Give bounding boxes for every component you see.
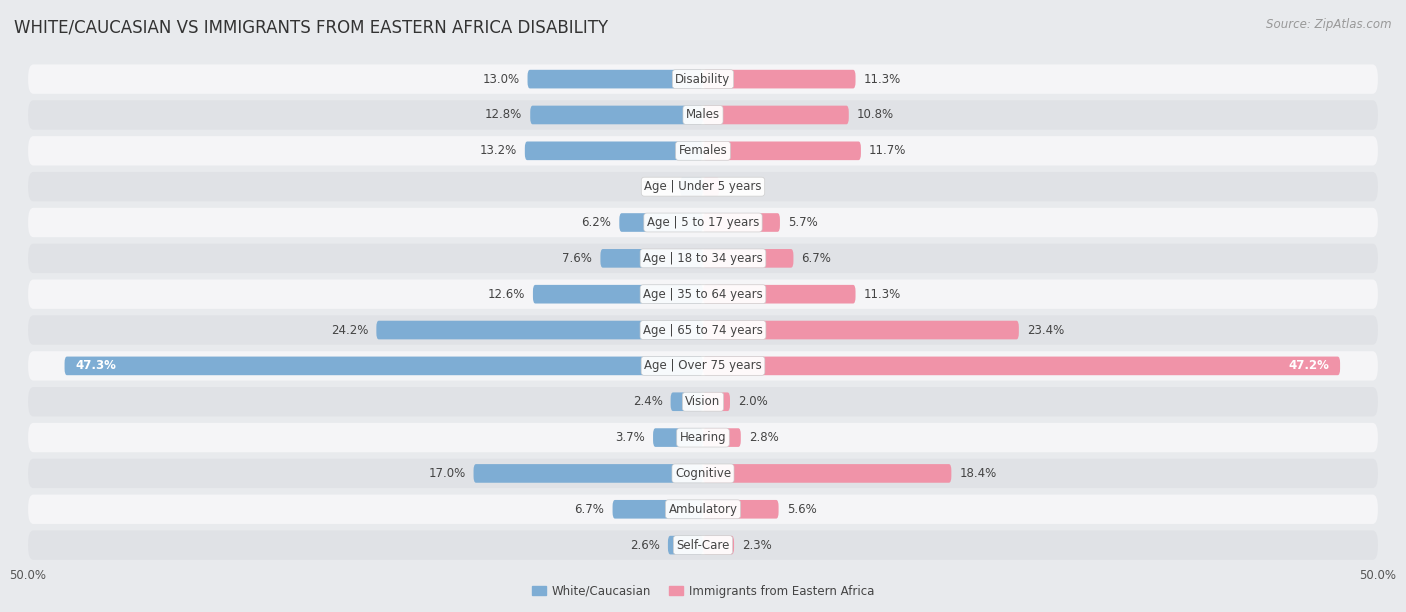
FancyBboxPatch shape	[28, 280, 1378, 309]
FancyBboxPatch shape	[28, 315, 1378, 345]
FancyBboxPatch shape	[474, 464, 703, 483]
FancyBboxPatch shape	[703, 536, 734, 554]
Text: Age | 5 to 17 years: Age | 5 to 17 years	[647, 216, 759, 229]
Text: Hearing: Hearing	[679, 431, 727, 444]
FancyBboxPatch shape	[613, 500, 703, 518]
FancyBboxPatch shape	[703, 392, 730, 411]
Text: Age | Over 75 years: Age | Over 75 years	[644, 359, 762, 372]
FancyBboxPatch shape	[703, 321, 1019, 340]
FancyBboxPatch shape	[703, 70, 855, 89]
Text: Age | 35 to 64 years: Age | 35 to 64 years	[643, 288, 763, 300]
FancyBboxPatch shape	[28, 136, 1378, 165]
Text: 6.2%: 6.2%	[581, 216, 612, 229]
FancyBboxPatch shape	[703, 141, 860, 160]
Text: 12.8%: 12.8%	[485, 108, 522, 121]
FancyBboxPatch shape	[377, 321, 703, 340]
Text: 2.0%: 2.0%	[738, 395, 768, 408]
FancyBboxPatch shape	[703, 213, 780, 232]
Text: 13.0%: 13.0%	[482, 73, 519, 86]
Text: 2.4%: 2.4%	[633, 395, 662, 408]
Legend: White/Caucasian, Immigrants from Eastern Africa: White/Caucasian, Immigrants from Eastern…	[527, 580, 879, 602]
FancyBboxPatch shape	[703, 357, 1340, 375]
Text: 2.3%: 2.3%	[742, 539, 772, 551]
Text: 47.3%: 47.3%	[76, 359, 117, 372]
FancyBboxPatch shape	[524, 141, 703, 160]
FancyBboxPatch shape	[703, 500, 779, 518]
Text: 7.6%: 7.6%	[562, 252, 592, 265]
FancyBboxPatch shape	[619, 213, 703, 232]
FancyBboxPatch shape	[668, 536, 703, 554]
Text: Vision: Vision	[685, 395, 721, 408]
Text: Males: Males	[686, 108, 720, 121]
Text: 11.3%: 11.3%	[863, 288, 901, 300]
FancyBboxPatch shape	[28, 531, 1378, 560]
FancyBboxPatch shape	[527, 70, 703, 89]
FancyBboxPatch shape	[28, 244, 1378, 273]
FancyBboxPatch shape	[703, 106, 849, 124]
FancyBboxPatch shape	[671, 392, 703, 411]
FancyBboxPatch shape	[28, 172, 1378, 201]
Text: 2.8%: 2.8%	[749, 431, 779, 444]
Text: 5.6%: 5.6%	[787, 503, 817, 516]
FancyBboxPatch shape	[28, 64, 1378, 94]
FancyBboxPatch shape	[533, 285, 703, 304]
FancyBboxPatch shape	[65, 357, 703, 375]
FancyBboxPatch shape	[681, 177, 703, 196]
FancyBboxPatch shape	[28, 494, 1378, 524]
Text: Age | 18 to 34 years: Age | 18 to 34 years	[643, 252, 763, 265]
FancyBboxPatch shape	[703, 249, 793, 267]
FancyBboxPatch shape	[28, 208, 1378, 237]
Text: 2.6%: 2.6%	[630, 539, 659, 551]
Text: 6.7%: 6.7%	[575, 503, 605, 516]
Text: 6.7%: 6.7%	[801, 252, 831, 265]
Text: WHITE/CAUCASIAN VS IMMIGRANTS FROM EASTERN AFRICA DISABILITY: WHITE/CAUCASIAN VS IMMIGRANTS FROM EASTE…	[14, 18, 609, 36]
Text: Cognitive: Cognitive	[675, 467, 731, 480]
FancyBboxPatch shape	[28, 459, 1378, 488]
Text: Source: ZipAtlas.com: Source: ZipAtlas.com	[1267, 18, 1392, 31]
FancyBboxPatch shape	[28, 423, 1378, 452]
Text: 11.3%: 11.3%	[863, 73, 901, 86]
Text: 24.2%: 24.2%	[330, 324, 368, 337]
Text: 18.4%: 18.4%	[959, 467, 997, 480]
FancyBboxPatch shape	[28, 387, 1378, 416]
Text: 11.7%: 11.7%	[869, 144, 907, 157]
FancyBboxPatch shape	[530, 106, 703, 124]
FancyBboxPatch shape	[28, 100, 1378, 130]
FancyBboxPatch shape	[703, 464, 952, 483]
Text: 1.7%: 1.7%	[643, 180, 672, 193]
Text: 3.7%: 3.7%	[616, 431, 645, 444]
Text: 17.0%: 17.0%	[429, 467, 465, 480]
Text: 1.2%: 1.2%	[727, 180, 758, 193]
Text: 10.8%: 10.8%	[856, 108, 894, 121]
Text: 13.2%: 13.2%	[479, 144, 517, 157]
FancyBboxPatch shape	[652, 428, 703, 447]
Text: 12.6%: 12.6%	[488, 288, 524, 300]
Text: 5.7%: 5.7%	[787, 216, 818, 229]
Text: Ambulatory: Ambulatory	[668, 503, 738, 516]
Text: 47.2%: 47.2%	[1288, 359, 1329, 372]
Text: Disability: Disability	[675, 73, 731, 86]
Text: Age | 65 to 74 years: Age | 65 to 74 years	[643, 324, 763, 337]
FancyBboxPatch shape	[600, 249, 703, 267]
FancyBboxPatch shape	[703, 428, 741, 447]
FancyBboxPatch shape	[28, 351, 1378, 381]
FancyBboxPatch shape	[703, 177, 720, 196]
Text: Age | Under 5 years: Age | Under 5 years	[644, 180, 762, 193]
FancyBboxPatch shape	[703, 285, 855, 304]
Text: Self-Care: Self-Care	[676, 539, 730, 551]
Text: Females: Females	[679, 144, 727, 157]
Text: 23.4%: 23.4%	[1026, 324, 1064, 337]
